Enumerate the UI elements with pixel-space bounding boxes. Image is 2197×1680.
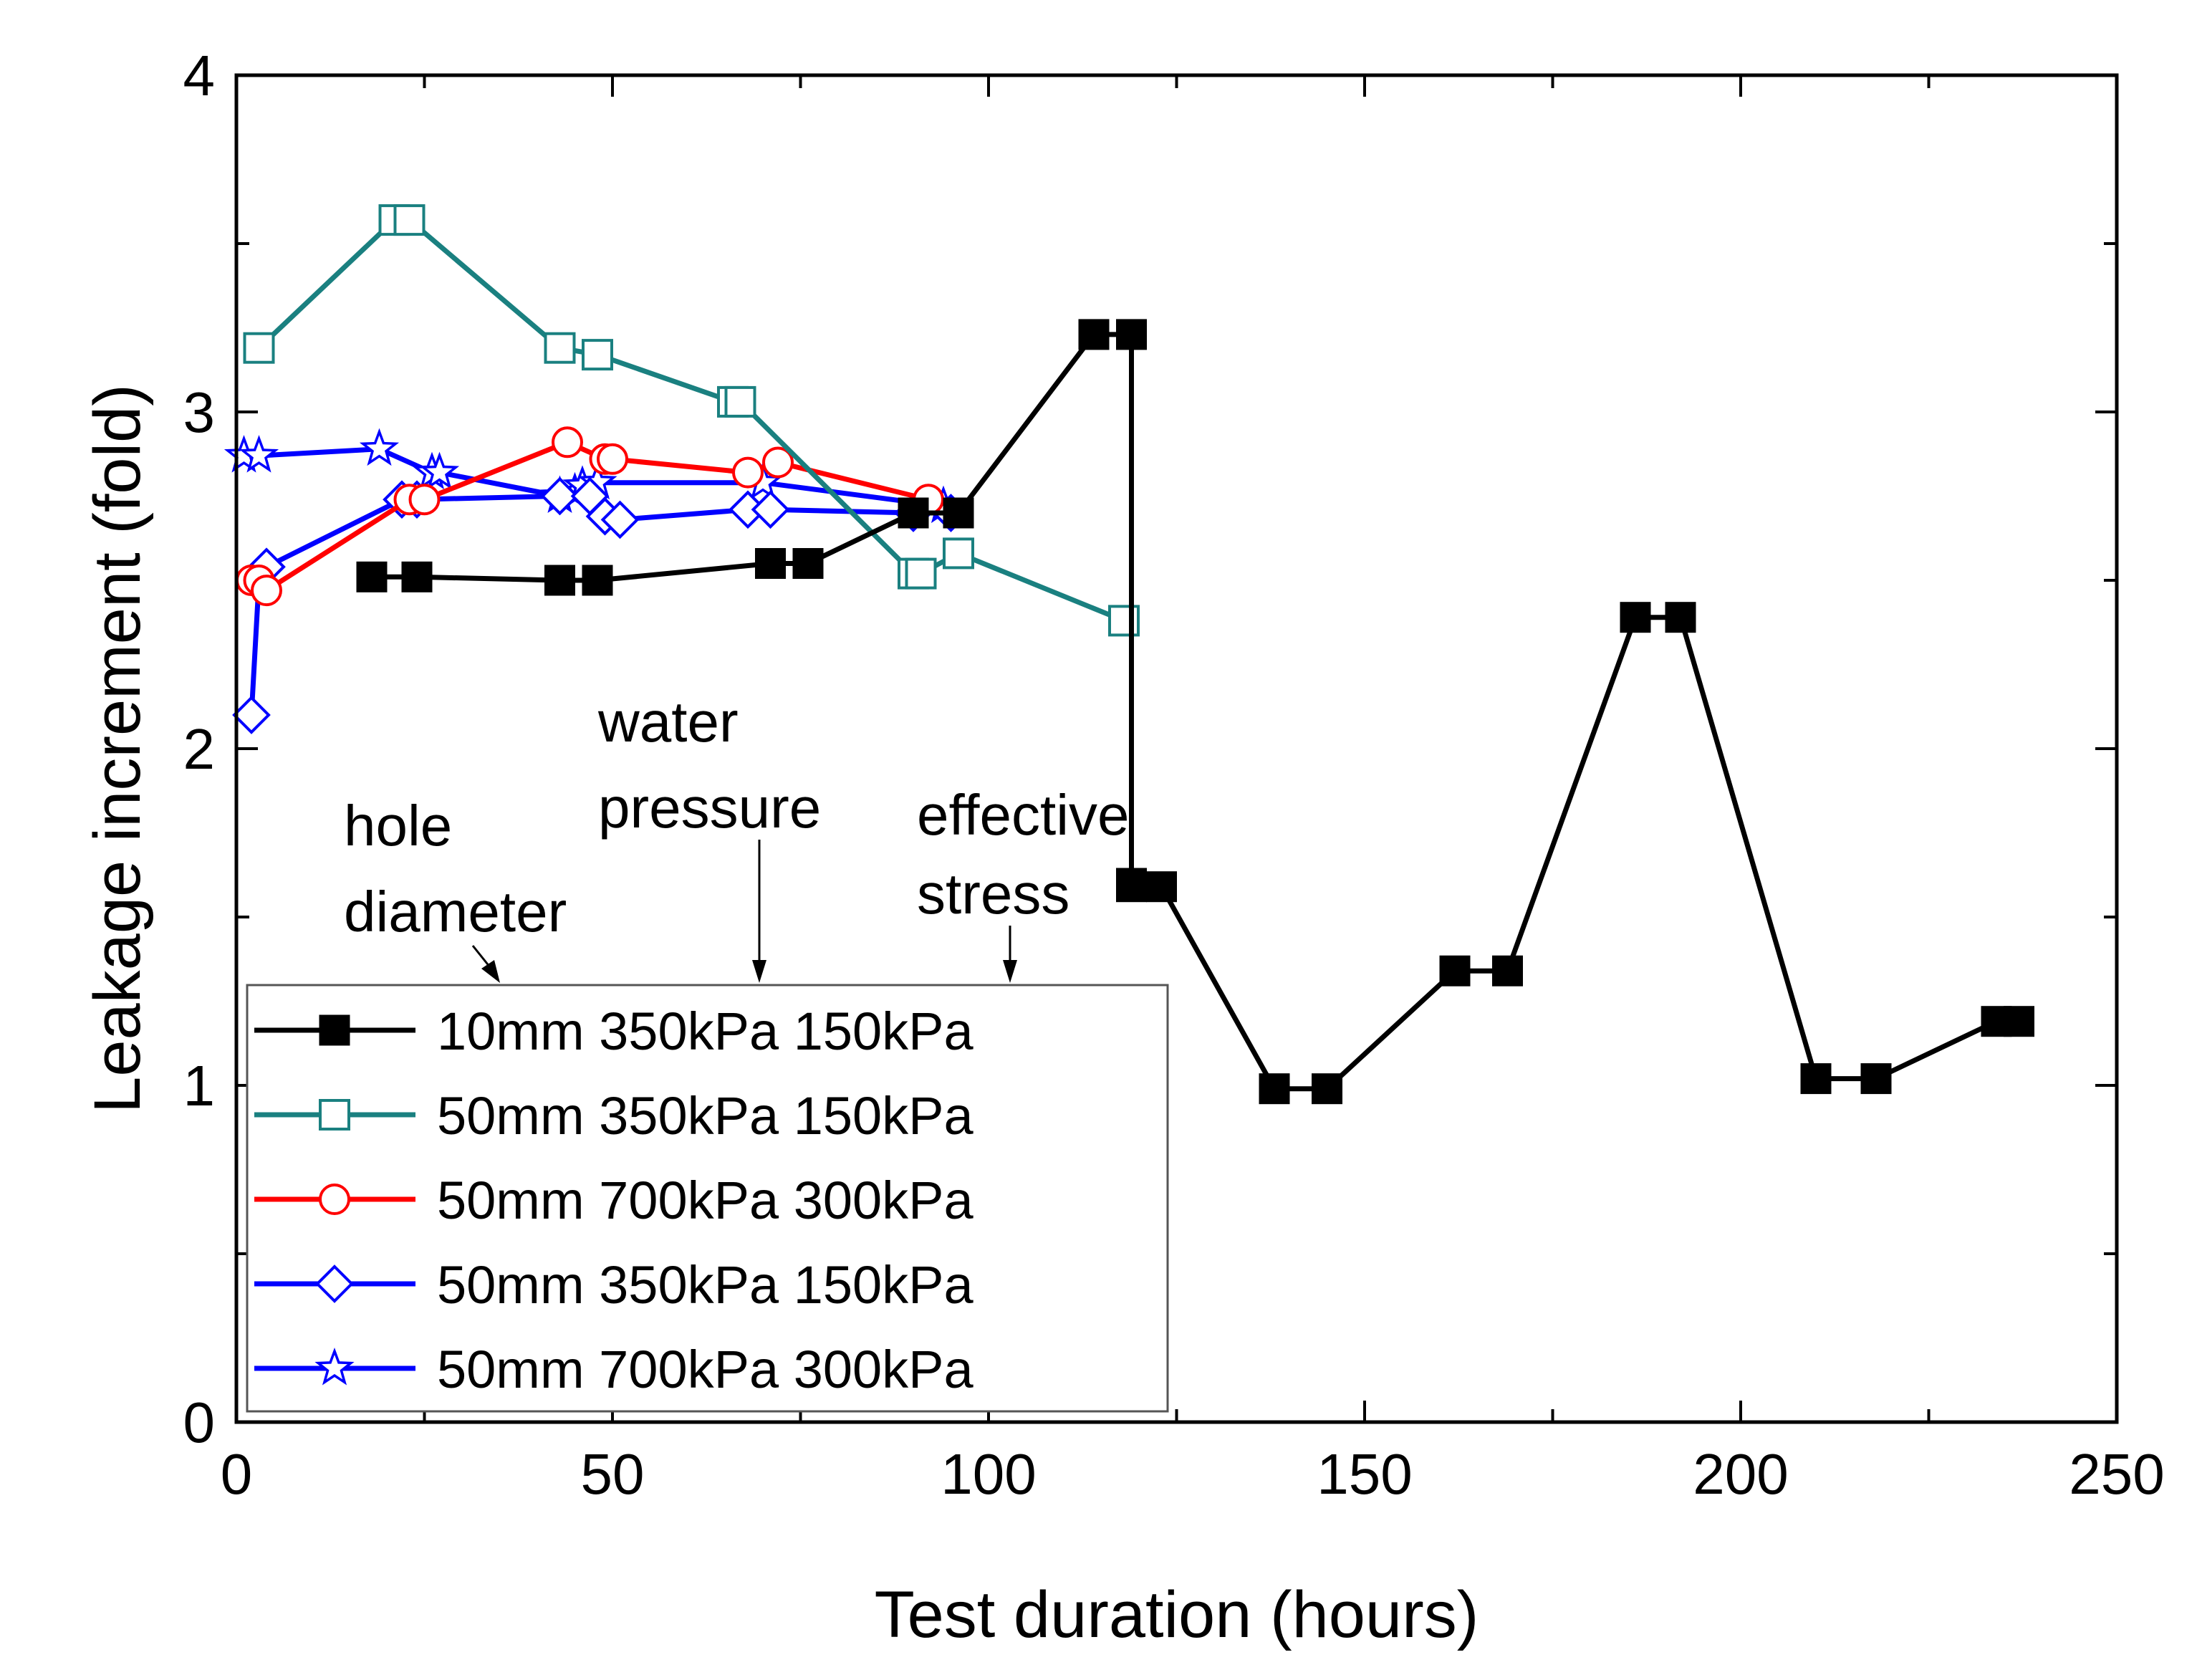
annotation-arrow-head — [1003, 960, 1017, 983]
data-point-square — [1492, 955, 1523, 987]
data-point-open-square — [243, 332, 275, 364]
y-tick-label: 3 — [183, 380, 216, 444]
data-point-circle — [732, 456, 764, 489]
annotation-text: stress — [917, 862, 1069, 926]
x-tick-label: 0 — [221, 1442, 253, 1506]
data-point-square — [1665, 602, 1696, 633]
y-axis-title: Leakage increment (fold) — [81, 384, 154, 1113]
data-point-diamond — [600, 500, 640, 539]
legend-item-2: 50mm 350kPa 150kPa — [254, 1086, 974, 1146]
data-point-open-square — [943, 537, 974, 570]
data-point-open-square — [319, 1099, 350, 1131]
legend-item-5: 50mm 700kPa 300kPa — [254, 1340, 974, 1399]
annotation-hole-diameter: hole diameter — [344, 794, 567, 983]
data-point-square — [1439, 955, 1471, 987]
data-point-square — [1312, 1073, 1342, 1105]
data-point-star — [359, 428, 400, 466]
data-point-open-square — [582, 339, 613, 371]
data-point-square — [1800, 1063, 1832, 1095]
data-point-square — [1116, 319, 1147, 350]
data-point-diamond — [751, 490, 790, 529]
data-point-open-square — [393, 204, 426, 236]
data-point-square — [792, 548, 824, 579]
x-tick-label: 50 — [581, 1442, 645, 1506]
annotations: hole diameter water pressure effective stress — [344, 690, 1129, 983]
y-tick-label: 1 — [183, 1054, 216, 1118]
data-point-square — [898, 497, 929, 529]
data-point-diamond — [232, 696, 271, 734]
data-point-square — [1860, 1063, 1892, 1095]
x-tick-label: 150 — [1317, 1442, 1412, 1506]
data-point-circle — [597, 443, 628, 475]
data-point-star — [239, 435, 279, 473]
data-point-square — [1620, 602, 1651, 633]
legend-label: 10mm 350kPa 150kPa — [437, 1002, 974, 1061]
data-point-circle — [251, 575, 282, 607]
axes: 0 50 100 150 200 250 0 1 2 3 4 Test duration (hours… — [81, 44, 2165, 1651]
annotation-text: water — [597, 690, 739, 754]
legend-item-4: 50mm 350kPa 150kPa — [254, 1255, 974, 1315]
annotation-text: effective — [917, 783, 1129, 847]
data-point-open-square — [544, 332, 576, 364]
legend: 10mm 350kPa 150kPa 50mm 350kPa 150kPa 50mm… — [246, 984, 1169, 1413]
legend-label: 50mm 350kPa 150kPa — [437, 1086, 974, 1146]
data-point-square — [582, 565, 613, 596]
data-point-diamond — [315, 1264, 354, 1303]
data-point-square — [1259, 1073, 1290, 1105]
legend-label: 50mm 700kPa 300kPa — [437, 1171, 974, 1230]
annotation-water-pressure: water pressure — [597, 690, 821, 983]
annotation-arrow-head — [752, 960, 766, 983]
data-point-square — [943, 497, 974, 529]
data-point-square — [544, 565, 575, 596]
y-tick-label: 2 — [183, 717, 216, 781]
data-point-open-square — [724, 385, 756, 418]
annotation-arrow-head — [481, 960, 500, 983]
plot-frame — [234, 73, 2119, 1424]
data-series — [223, 204, 2034, 1105]
data-point-square — [1078, 319, 1110, 350]
x-tick-label: 100 — [941, 1442, 1036, 1506]
data-point-diamond — [540, 476, 580, 516]
data-point-circle — [408, 484, 441, 516]
annotation-text: pressure — [598, 776, 821, 840]
legend-item-1: 10mm 350kPa 150kPa — [254, 1002, 974, 1061]
legend-label: 50mm 350kPa 150kPa — [437, 1255, 974, 1315]
series-2 — [243, 204, 1140, 637]
data-point-star — [419, 451, 460, 490]
data-point-square — [356, 561, 388, 592]
y-tick-label: 0 — [183, 1391, 216, 1454]
data-point-square — [2004, 1006, 2034, 1037]
data-point-star — [314, 1347, 355, 1386]
x-tick-label: 200 — [1693, 1442, 1788, 1506]
data-point-square — [1146, 871, 1177, 903]
y-tick-label: 4 — [183, 44, 216, 107]
legend-item-3: 50mm 700kPa 300kPa — [254, 1171, 974, 1230]
legend-label: 50mm 700kPa 300kPa — [437, 1340, 974, 1399]
data-point-square — [755, 548, 786, 579]
data-point-square — [319, 1014, 350, 1046]
series-1 — [356, 319, 2034, 1105]
x-axis-title: Test duration (hours) — [875, 1578, 1479, 1651]
data-point-open-square — [905, 557, 937, 590]
data-point-circle — [319, 1184, 350, 1215]
data-point-circle — [762, 446, 794, 479]
annotation-text: hole — [344, 794, 452, 858]
data-point-circle — [552, 426, 583, 459]
data-point-square — [401, 561, 433, 592]
annotation-effective-stress: effective stress — [917, 783, 1129, 983]
annotation-text: diameter — [344, 880, 567, 944]
data-point-square — [1116, 871, 1147, 903]
series-3 — [236, 426, 944, 607]
x-tick-label: 250 — [2069, 1442, 2164, 1506]
